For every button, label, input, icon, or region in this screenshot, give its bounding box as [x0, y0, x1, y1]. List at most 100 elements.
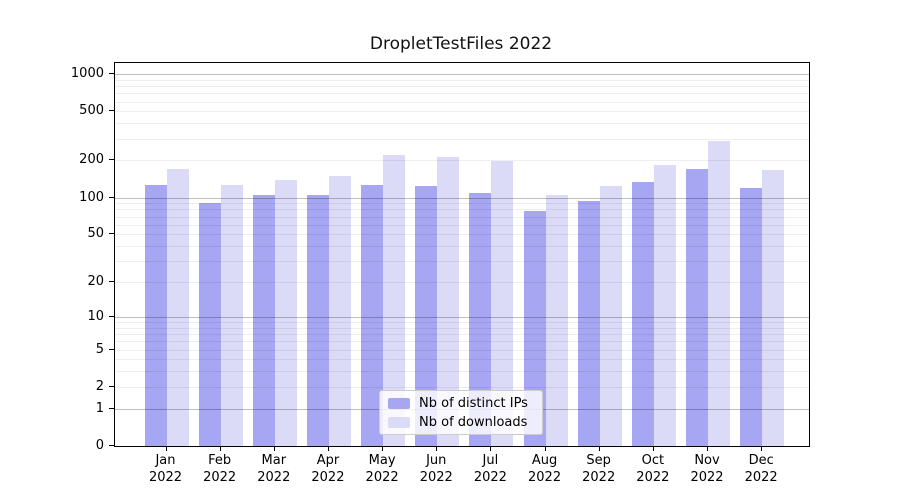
y-tick-label: 100 — [79, 189, 104, 205]
gridline-minor — [115, 282, 809, 284]
x-tick-mark — [327, 446, 329, 451]
bar-downloads — [383, 154, 406, 446]
legend-swatch-distinct-ips — [388, 397, 410, 409]
legend-swatch-downloads — [388, 416, 410, 428]
x-tick-label: Sep 2022 — [582, 453, 616, 485]
x-tick-mark — [436, 446, 438, 451]
gridline-minor — [115, 123, 809, 125]
gridline-minor — [115, 341, 809, 343]
bar-distinct-ips — [631, 182, 654, 446]
y-tick-mark — [109, 110, 114, 112]
gridline-major — [115, 74, 809, 76]
bar-distinct-ips — [198, 202, 221, 446]
y-tick-mark — [109, 315, 114, 317]
x-tick-label: Jan 2022 — [148, 453, 183, 485]
bar-distinct-ips — [523, 210, 546, 446]
y-tick-label: 1000 — [70, 66, 104, 82]
y-tick-mark — [109, 73, 114, 75]
y-tick-mark — [109, 159, 114, 161]
y-tick-label: 500 — [79, 103, 104, 119]
gridline-minor — [115, 322, 809, 324]
y-tick-label: 20 — [87, 274, 104, 290]
gridline-minor — [115, 234, 809, 236]
x-tick-label: Mar 2022 — [257, 453, 291, 485]
y-tick-label: 5 — [95, 341, 104, 357]
legend-label-distinct-ips: Nb of distinct IPs — [419, 395, 528, 411]
gridline-minor — [115, 138, 809, 140]
gridline-minor — [115, 101, 809, 103]
bar-distinct-ips — [252, 195, 275, 446]
y-tick-mark — [109, 348, 114, 350]
bar-distinct-ips — [577, 200, 600, 446]
y-tick-mark — [109, 445, 114, 446]
y-tick-mark — [109, 233, 114, 235]
bar-downloads — [762, 169, 785, 446]
y-tick-label: 50 — [87, 226, 104, 242]
gridline-minor — [115, 203, 809, 205]
gridline-minor — [115, 93, 809, 95]
x-tick-label: May 2022 — [365, 453, 399, 485]
bar-distinct-ips — [144, 184, 167, 446]
y-tick-label: 0 — [95, 438, 104, 453]
gridline-minor — [115, 327, 809, 329]
legend-item-distinct-ips: Nb of distinct IPs — [388, 395, 534, 411]
legend-label-downloads: Nb of downloads — [419, 414, 528, 430]
x-tick-label: Jun 2022 — [419, 453, 453, 485]
x-tick-mark — [273, 446, 275, 451]
legend: Nb of distinct IPs Nb of downloads — [379, 390, 543, 435]
y-tick-mark — [109, 281, 114, 283]
x-tick-mark — [598, 446, 600, 451]
x-tick-mark — [490, 446, 492, 451]
gridline-minor — [115, 209, 809, 211]
gridline-minor — [115, 111, 809, 113]
y-tick-label: 2 — [95, 378, 104, 394]
y-tick-mark — [109, 196, 114, 198]
gridline-major — [115, 316, 809, 318]
y-tick-mark — [109, 385, 114, 387]
bar-downloads — [491, 161, 514, 446]
bar-distinct-ips — [469, 193, 492, 446]
gridline-minor — [115, 261, 809, 263]
gridline-minor — [115, 386, 809, 388]
bar-distinct-ips — [306, 195, 329, 446]
plot-area — [114, 62, 810, 447]
bar-downloads — [328, 175, 351, 446]
gridline-major — [115, 197, 809, 199]
bar-distinct-ips — [361, 184, 384, 446]
x-tick-label: Aug 2022 — [528, 453, 562, 485]
gridline-minor — [115, 349, 809, 351]
x-tick-mark — [382, 446, 384, 451]
x-tick-mark — [761, 446, 763, 451]
x-tick-mark — [652, 446, 654, 451]
gridline-minor — [115, 86, 809, 88]
x-tick-label: Apr 2022 — [311, 453, 345, 485]
bar-downloads — [653, 164, 676, 446]
chart-title: DropletTestFiles 2022 — [369, 34, 553, 54]
gridline-minor — [115, 160, 809, 162]
y-tick-label: 200 — [79, 152, 104, 168]
bar-distinct-ips — [686, 168, 708, 446]
y-tick-mark — [109, 407, 114, 409]
gridline-minor — [115, 79, 809, 81]
bar-distinct-ips — [740, 188, 763, 446]
gridline-minor — [115, 246, 809, 248]
gridline-minor — [115, 224, 809, 226]
bar-downloads — [166, 168, 189, 446]
x-tick-label: Oct 2022 — [636, 453, 670, 485]
x-tick-mark — [219, 446, 221, 451]
x-tick-mark — [165, 446, 167, 451]
bar-downloads — [274, 179, 297, 446]
x-tick-label: Feb 2022 — [203, 453, 237, 485]
x-tick-mark — [544, 446, 546, 451]
gridline-minor — [115, 216, 809, 218]
bar-downloads — [220, 184, 243, 446]
x-tick-mark — [707, 446, 708, 451]
legend-item-downloads: Nb of downloads — [388, 414, 534, 430]
gridline-minor — [115, 359, 809, 361]
gridline-minor — [115, 371, 809, 373]
y-tick-label: 1 — [95, 400, 104, 416]
bar-downloads — [545, 194, 568, 446]
bar-downloads — [437, 157, 460, 446]
bar-downloads — [708, 141, 730, 446]
